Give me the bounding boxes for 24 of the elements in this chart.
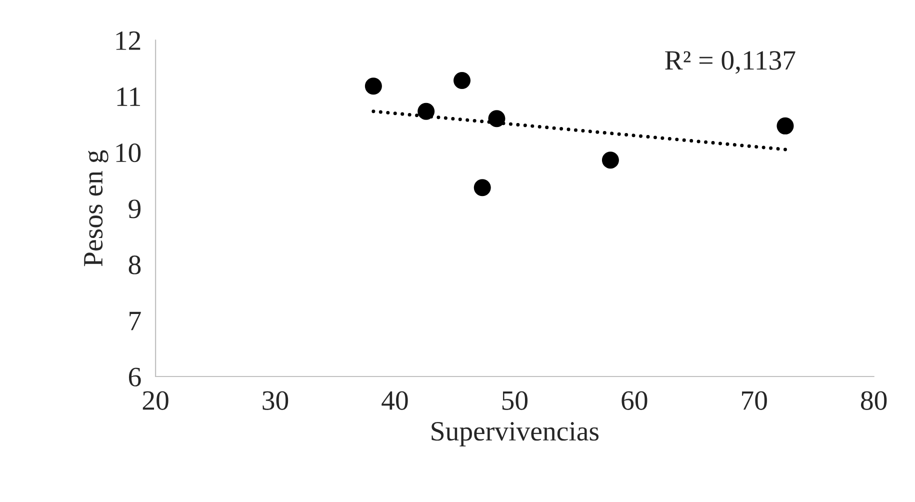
x-tick-label: 70 bbox=[742, 391, 767, 410]
y-tick-label: 10 bbox=[116, 143, 141, 162]
annotation: R² = 0,1137 bbox=[665, 51, 796, 74]
x-tick-label: 20 bbox=[142, 391, 168, 410]
x-axis-title: Supervivencias bbox=[432, 422, 599, 446]
y-axis-title: Pesos en g bbox=[84, 150, 108, 266]
y-tick-label: 6 bbox=[128, 368, 141, 386]
point bbox=[776, 117, 794, 134]
point bbox=[418, 102, 435, 120]
point bbox=[602, 152, 619, 169]
y-tick-label: 7 bbox=[130, 312, 141, 330]
x-tick-label: 80 bbox=[860, 391, 887, 410]
x-tick-label: 50 bbox=[502, 391, 528, 410]
x-tick-label: 40 bbox=[382, 391, 408, 410]
point bbox=[454, 72, 471, 90]
y-tick-label: 9 bbox=[128, 200, 141, 218]
y-tick-label: 11 bbox=[117, 88, 140, 106]
x-tick-label: 60 bbox=[622, 391, 648, 410]
point bbox=[488, 110, 506, 128]
point bbox=[364, 78, 382, 95]
y-tick-label: 12 bbox=[116, 31, 140, 50]
x-tick-label: 30 bbox=[262, 391, 288, 410]
y-tick-label: 8 bbox=[128, 256, 141, 274]
point bbox=[474, 179, 491, 196]
